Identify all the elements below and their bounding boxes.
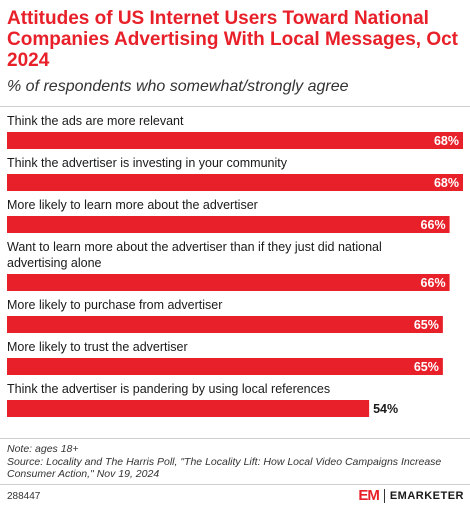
- logo-text: EMARKETER: [389, 489, 464, 502]
- note-text: Note: ages 18+: [7, 443, 79, 455]
- category-label: Think the ads are more relevant: [7, 114, 184, 128]
- category-label: Think the advertiser is investing in you…: [7, 156, 288, 170]
- value-label: 68%: [434, 176, 459, 190]
- category-label: More likely to purchase from advertiser: [7, 298, 222, 312]
- chart-id: 288447: [7, 491, 41, 502]
- value-label: 68%: [434, 134, 459, 148]
- logo-separator: [383, 488, 385, 503]
- category-label: More likely to learn more about the adve…: [7, 198, 258, 212]
- value-label: 66%: [421, 218, 446, 232]
- value-label: 65%: [414, 360, 439, 374]
- bar-group: More likely to learn more about the adve…: [7, 198, 450, 233]
- bar-group: Think the advertiser is investing in you…: [7, 156, 463, 191]
- bar-group: Think the ads are more relevant 68%: [7, 114, 463, 149]
- chart-subtitle: % of respondents who somewhat/strongly a…: [7, 78, 349, 95]
- header-divider: [0, 106, 470, 107]
- chart-notes: Note: ages 18+ Source: Locality and The …: [7, 443, 467, 481]
- bar-chart: Think the ads are more relevant68%Think …: [7, 114, 463, 417]
- value-label: 54%: [373, 402, 398, 416]
- value-label: 65%: [414, 318, 439, 332]
- bar: [7, 400, 370, 417]
- category-label: advertising alone: [7, 256, 102, 270]
- bar-group: Want to learn more about the advertiser …: [7, 240, 450, 291]
- source-text: Source: Locality and The Harris Poll, "T…: [7, 455, 442, 481]
- bar: [7, 274, 450, 291]
- bar: [7, 132, 463, 149]
- logo-mark: EM: [358, 487, 379, 504]
- bar: [7, 358, 443, 375]
- emarketer-logo: EM EMARKETER: [358, 487, 464, 504]
- category-label: More likely to trust the advertiser: [7, 340, 188, 354]
- chart-title: Attitudes of US Internet Users Toward Na…: [7, 8, 459, 71]
- bar-group: More likely to purchase from advertiser 6…: [7, 298, 443, 333]
- bar: [7, 174, 463, 191]
- bar: [7, 316, 443, 333]
- category-label: Think the advertiser is pandering by usi…: [7, 382, 330, 396]
- bottom-divider: [0, 484, 470, 485]
- bar: [7, 216, 450, 233]
- footer-divider: [0, 438, 470, 439]
- bar-group: Think the advertiser is pandering by usi…: [7, 382, 398, 417]
- value-label: 66%: [421, 276, 446, 290]
- category-label: Want to learn more about the advertiser …: [7, 240, 382, 254]
- bar-group: More likely to trust the advertiser 65%: [7, 340, 443, 375]
